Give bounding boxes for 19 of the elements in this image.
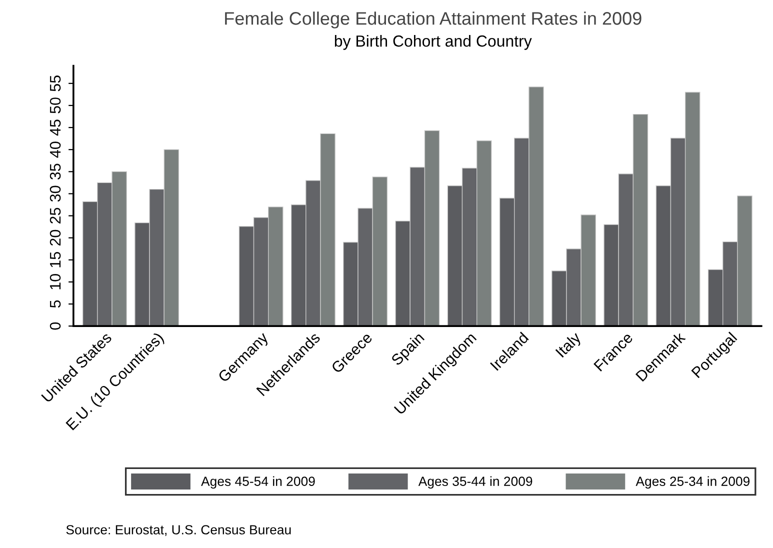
y-tick-label: 0	[50, 322, 61, 330]
y-tick-label: 30	[50, 186, 61, 202]
chart-title: Female College Education Attainment Rates in 2009	[225, 12, 642, 28]
y-tick-label: 25	[50, 208, 61, 224]
chart-subtitle: by Birth Cohort and Country	[334, 35, 532, 50]
y-tick-label: 55	[50, 76, 61, 92]
y-tick-label: 10	[50, 274, 61, 290]
y-tick-label: 45	[50, 120, 61, 136]
legend-label: Ages 25-34 in 2009	[636, 476, 750, 489]
legend-label: Ages 35-44 in 2009	[418, 476, 532, 489]
y-tick-label: 20	[50, 230, 61, 246]
y-tick-label: 40	[50, 142, 61, 158]
y-tick-label: 50	[50, 98, 61, 114]
x-tick-label: Italy	[554, 330, 584, 360]
legend-label: Ages 45-54 in 2009	[201, 476, 315, 489]
source-note: Source: Eurostat, U.S. Census Bureau	[66, 525, 291, 536]
y-tick-label: 5	[50, 300, 61, 308]
y-tick-label: 35	[50, 164, 61, 180]
y-tick-label: 15	[50, 252, 61, 268]
